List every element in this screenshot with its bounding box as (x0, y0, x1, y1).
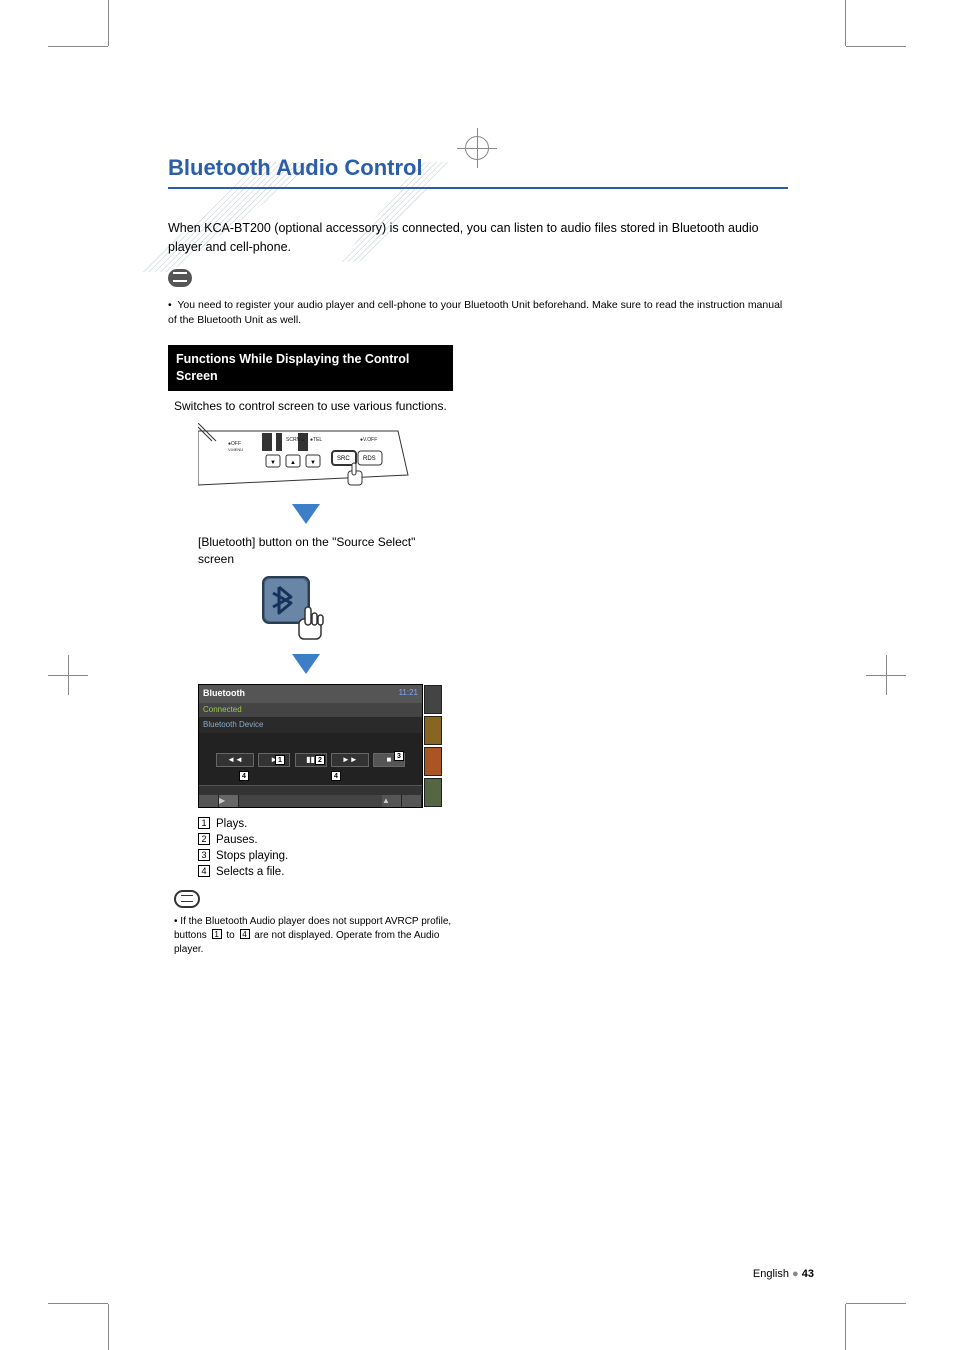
svg-text:●TEL: ●TEL (310, 437, 322, 443)
num-2: 2 (198, 833, 210, 845)
callout-3: 3 (394, 751, 404, 761)
section-header: Functions While Displaying the Control S… (168, 345, 453, 391)
footer-lang: English (753, 1268, 789, 1280)
ss-time: 11:21 (399, 687, 418, 699)
bullet: • (168, 299, 172, 311)
bluetooth-button-figure (259, 573, 453, 648)
inline-num-1: 1 (212, 929, 222, 939)
registration-mark (866, 655, 906, 695)
num-3: 3 (198, 849, 210, 861)
ss-title: Bluetooth (199, 685, 422, 703)
crop-mark (845, 1304, 846, 1350)
headunit-figure: ●OFF V.MENU SCRN▲ ●TEL ●V.OFF ▼ ▲ ▼ SRC … (198, 423, 453, 498)
svg-text:V.MENU: V.MENU (228, 447, 243, 452)
svg-text:SRC: SRC (337, 456, 350, 462)
ss-sidebar (424, 685, 442, 807)
list-item: 3 Stops playing. (198, 848, 453, 864)
inline-num-4: 4 (240, 929, 250, 939)
note-mid: to (224, 930, 238, 941)
crop-mark (108, 0, 109, 46)
page-footer: English ● 43 (753, 1268, 814, 1280)
num-1: 1 (198, 817, 210, 829)
avrcp-note: • If the Bluetooth Audio player does not… (174, 915, 454, 957)
ss-footer-tabs: ▶ ▲ (199, 795, 422, 807)
ss-status: Connected (199, 703, 422, 717)
bullet: • (174, 916, 178, 927)
crop-mark (846, 46, 906, 47)
num-4: 4 (198, 865, 210, 877)
arrow-down-icon (292, 654, 320, 674)
list-item: 1 Plays. (198, 816, 453, 832)
note-icon (168, 269, 192, 287)
registration-mark (48, 655, 88, 695)
list-text: Pauses. (216, 834, 258, 846)
note-icon (174, 890, 200, 908)
list-text: Plays. (216, 818, 247, 830)
callout-1: 1 (275, 755, 285, 765)
crop-mark (48, 1303, 108, 1304)
title-rule (168, 187, 788, 189)
list-item: 4 Selects a file. (198, 864, 453, 880)
svg-text:●V.OFF: ●V.OFF (360, 437, 377, 443)
svg-text:▼: ▼ (270, 460, 276, 466)
callout-2: 2 (315, 755, 325, 765)
footer-dot: ● (792, 1268, 802, 1280)
tip-text: • You need to register your audio player… (168, 298, 788, 330)
callout-4-right: 4 (331, 771, 341, 781)
ss-footer (199, 785, 422, 795)
footer-page: 43 (802, 1268, 814, 1280)
ss-device: Bluetooth Device (199, 717, 422, 733)
bluetooth-control-screenshot: Bluetooth 11:21 Connected Bluetooth Devi… (198, 684, 423, 808)
svg-text:SCRN▲: SCRN▲ (286, 437, 305, 443)
ss-next-btn: ►► (331, 753, 369, 767)
svg-text:▼: ▼ (310, 460, 316, 466)
section-intro: Switches to control screen to use variou… (174, 397, 453, 415)
list-item: 2 Pauses. (198, 832, 453, 848)
tip-body: You need to register your audio player a… (168, 299, 782, 327)
arrow-down-icon (292, 504, 320, 524)
crop-mark (846, 1303, 906, 1304)
crop-mark (48, 46, 108, 47)
page-content: Bluetooth Audio Control When KCA-BT200 (… (168, 155, 788, 957)
caption-bluetooth-button: [Bluetooth] button on the "Source Select… (198, 534, 438, 568)
svg-text:▲: ▲ (290, 460, 296, 466)
list-text: Stops playing. (216, 850, 288, 862)
callout-4-left: 4 (239, 771, 249, 781)
intro-text: When KCA-BT200 (optional accessory) is c… (168, 219, 788, 257)
crop-mark (845, 0, 846, 46)
list-text: Selects a file. (216, 866, 284, 878)
crop-mark (108, 1304, 109, 1350)
page-title: Bluetooth Audio Control (168, 155, 788, 181)
svg-text:RDS: RDS (363, 456, 376, 462)
ss-prev-btn: ◄◄ (216, 753, 254, 767)
section-body: Switches to control screen to use variou… (168, 391, 453, 957)
function-list: 1 Plays. 2 Pauses. 3 Stops playing. 4 Select… (198, 816, 453, 880)
